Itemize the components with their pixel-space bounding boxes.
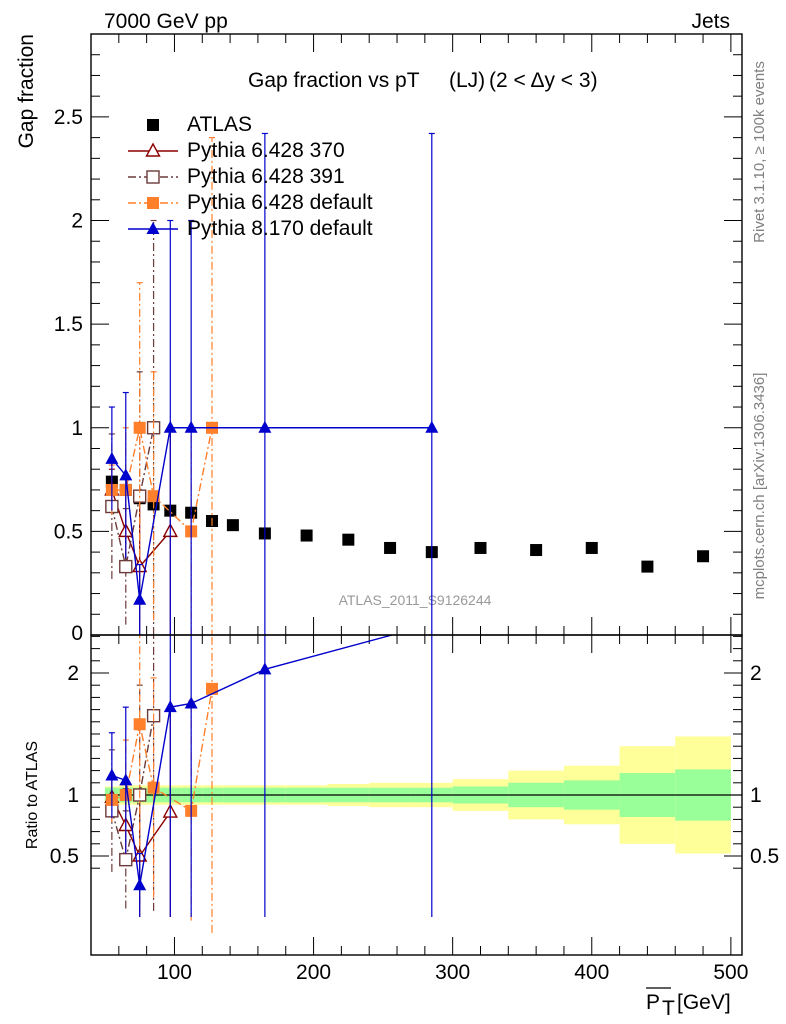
legend-label: Pythia 8.170 default <box>187 217 373 240</box>
main-series-pythia-6-428-391 <box>105 219 161 635</box>
main-point <box>300 529 313 542</box>
ratio-y-tick-label-right: 2 <box>750 662 762 685</box>
x-axis-label-main: P <box>646 991 660 1014</box>
ratio-axes: 100 200 300 400 500 0.5 0.5 1 1 2 2 <box>50 635 779 984</box>
y-tick-label: 1.5 <box>54 313 83 336</box>
main-point <box>133 592 147 605</box>
ratio-point <box>184 696 198 709</box>
main-point <box>105 451 119 464</box>
ratio-y-tick-label: 2 <box>67 662 79 685</box>
legend-item-pythia-6-428-default: Pythia 6.428 default <box>128 191 373 214</box>
header-right: Jets <box>691 10 730 33</box>
ratio-point <box>258 662 272 675</box>
x-tick-label: 500 <box>713 961 748 984</box>
x-tick-label: 200 <box>296 961 331 984</box>
main-point <box>119 468 133 481</box>
main-point <box>585 541 598 554</box>
x-axis-label-sub: T <box>662 997 675 1020</box>
main-plot-area: Gap fraction vs pT (LJ) (2 < Δy < 3) ATL… <box>15 34 742 645</box>
legend-item-pythia-6-428-370: Pythia 6.428 370 <box>128 139 345 162</box>
main-line <box>111 427 155 567</box>
legend-marker <box>147 197 159 209</box>
legend-marker <box>147 119 159 131</box>
ratio-point <box>163 700 177 713</box>
main-line <box>111 489 171 568</box>
rivet-version-text: Rivet 3.1.10, ≥ 100k events <box>751 61 768 243</box>
legend-item-pythia-6-428-391: Pythia 6.428 391 <box>128 165 345 188</box>
ratio-point <box>119 773 133 786</box>
watermark: ATLAS_2011_S9126244 <box>339 592 492 608</box>
legend: ATLAS Pythia 6.428 370 Pythia 6.428 391 Pyt… <box>128 113 373 240</box>
ratio-point <box>133 718 146 731</box>
x-axis-label-unit: [GeV] <box>677 991 731 1014</box>
ratio-line <box>111 797 171 858</box>
main-y-axis-label: Gap fraction <box>15 34 38 148</box>
legend-marker <box>145 142 161 157</box>
main-point <box>530 544 543 557</box>
legend-marker <box>146 222 160 234</box>
x-tick-label: 300 <box>435 961 470 984</box>
legend-label: Pythia 6.428 default <box>187 191 373 214</box>
ratio-series <box>104 635 433 933</box>
legend-label: Pythia 6.428 391 <box>187 165 345 188</box>
ratio-frame <box>90 634 743 956</box>
ratio-point <box>119 852 133 867</box>
y-tick-label: 2 <box>71 210 83 233</box>
ratio-series-pythia-8-170-default <box>105 635 433 917</box>
y-tick-label: 2.5 <box>54 106 83 129</box>
legend-label: Pythia 6.428 370 <box>187 139 345 162</box>
main-point <box>425 420 439 433</box>
ratio-y-tick-label: 0.5 <box>50 845 79 868</box>
ratio-plot-area: Ratio to ATLAS 100 200 300 400 500 0.5 0.5 1 1 2 2 <box>24 635 779 984</box>
ratio-y-tick-label-right: 0.5 <box>750 845 779 868</box>
x-axis-label: P T [GeV] <box>646 987 731 1020</box>
ratio-series-pythia-6-428-391 <box>105 635 161 911</box>
legend-item-pythia-8-170-default: Pythia 8.170 default <box>128 217 373 240</box>
main-point <box>474 541 487 554</box>
plot-title-cut: (2 < Δy < 3) <box>489 69 598 92</box>
x-tick-label: 400 <box>574 961 609 984</box>
main-series <box>104 132 710 635</box>
y-tick-label: 0.5 <box>54 520 83 543</box>
plot-title-sub: (LJ) <box>449 69 485 92</box>
main-point <box>184 420 198 433</box>
main-point <box>133 421 146 434</box>
plot-title-main: Gap fraction vs pT <box>248 69 420 92</box>
ratio-point <box>206 682 219 695</box>
ratio-y-tick-label-right: 1 <box>750 784 762 807</box>
mcplots-text: mcplots.cern.ch [arXiv:1306.3436] <box>751 373 768 600</box>
legend-marker <box>146 170 160 184</box>
main-axes: 0.5 1 1.5 2 2.5 0 <box>54 34 742 645</box>
ratio-uncertainty-bands <box>91 736 742 854</box>
ratio-y-tick-label: 1 <box>67 784 79 807</box>
ratio-line <box>111 635 395 886</box>
main-line <box>111 427 432 600</box>
main-point <box>258 420 272 433</box>
ratio-point <box>133 878 147 891</box>
x-tick-label: 100 <box>157 961 192 984</box>
main-point <box>119 559 133 574</box>
main-point <box>641 560 654 573</box>
ratio-line <box>111 715 155 860</box>
main-series-atlas <box>105 475 710 573</box>
ratio-y-axis-label: Ratio to ATLAS <box>24 741 41 849</box>
main-point <box>163 420 177 433</box>
header-left: 7000 GeV pp <box>104 10 228 33</box>
main-point <box>697 550 710 563</box>
ratio-point <box>105 768 119 781</box>
y-tick-label-zero: 0 <box>71 622 83 645</box>
main-point <box>342 533 355 546</box>
y-tick-label: 1 <box>71 417 83 440</box>
main-point <box>384 541 397 554</box>
legend-label: ATLAS <box>187 113 252 136</box>
main-series-pythia-8-170-default <box>105 132 439 635</box>
legend-item-atlas: ATLAS <box>147 113 252 136</box>
main-point <box>226 519 239 532</box>
main-point <box>147 490 160 503</box>
